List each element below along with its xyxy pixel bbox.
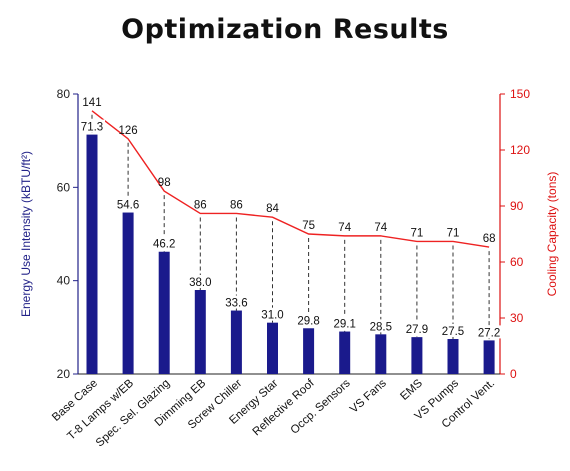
chart-title: Optimization Results (121, 14, 449, 45)
right-axis-tick-label: 120 (510, 143, 530, 157)
bar-value-label: 27.5 (442, 326, 464, 338)
left-axis-tick-label: 80 (57, 87, 71, 101)
bar-label-bg (331, 316, 358, 330)
bar-value-label: 27.2 (478, 327, 500, 339)
bar (339, 331, 351, 374)
left-axis-tick-label: 20 (57, 367, 71, 381)
bar (447, 339, 459, 374)
bar (411, 337, 423, 374)
bar (483, 340, 495, 374)
bar-value-label: 29.1 (334, 319, 356, 331)
bar (267, 322, 278, 374)
bar (122, 212, 134, 374)
bar-label-bg (79, 119, 105, 133)
bar-label-bg (440, 324, 466, 337)
bar-value-label: 28.5 (370, 321, 392, 333)
bar (86, 134, 98, 374)
bar (230, 310, 242, 374)
category-label: EMS (398, 377, 425, 403)
bar (194, 290, 206, 374)
right-axis-tick-label: 60 (510, 255, 524, 269)
bar-label-bg (367, 319, 394, 333)
bar-value-label: 31.0 (261, 310, 283, 322)
bar (303, 328, 315, 374)
bar-label-bg (115, 197, 142, 211)
line-value-label: 141 (82, 97, 101, 109)
bar-value-label: 46.2 (153, 239, 175, 251)
bar-value-label: 54.6 (117, 200, 139, 212)
bar-value-label: 27.9 (406, 324, 428, 336)
left-axis-title: Energy Use Intensity (kBTU/ft²) (19, 151, 33, 317)
bar-label-bg (403, 322, 430, 336)
line-value-label: 71 (447, 227, 460, 239)
right-axis-tick-label: 0 (510, 367, 517, 381)
bar-value-label: 33.6 (225, 298, 247, 310)
bar-label-bg (295, 313, 322, 327)
line-value-label: 126 (119, 125, 138, 137)
right-axis-tick-label: 150 (510, 87, 530, 101)
category-label: T-8 Lamps w/EB (65, 377, 136, 443)
bar-value-label: 71.3 (81, 122, 103, 134)
bar-label-bg (476, 325, 503, 339)
line-value-label: 74 (338, 222, 351, 234)
bar (375, 334, 387, 374)
right-axis-tick-label: 90 (510, 199, 524, 213)
left-axis-tick-label: 40 (57, 274, 71, 288)
bar-label-bg (187, 275, 214, 288)
category-label: Reflective Roof (251, 377, 318, 439)
line-value-label: 74 (374, 222, 387, 234)
left-axis-tick-label: 60 (57, 180, 71, 194)
line-value-label: 86 (230, 199, 243, 211)
line-value-label: 98 (158, 177, 171, 189)
bar-label-bg (259, 307, 286, 321)
right-axis-tick-label: 30 (510, 311, 524, 325)
line-value-label: 68 (483, 233, 496, 245)
line-value-label: 84 (266, 203, 279, 215)
bar (158, 251, 170, 374)
line-value-label: 86 (194, 199, 207, 211)
cooling-capacity-line (91, 110, 490, 248)
bar-value-label: 38.0 (189, 277, 211, 289)
bar-value-label: 29.8 (297, 315, 319, 327)
category-label: VS Fans (348, 377, 389, 416)
right-axis-title: Cooling Capacity (tons) (545, 172, 559, 297)
line-value-label: 75 (302, 220, 315, 232)
line-value-label: 71 (411, 227, 424, 239)
bar-label-bg (223, 295, 250, 309)
bar-label-bg (151, 236, 178, 250)
